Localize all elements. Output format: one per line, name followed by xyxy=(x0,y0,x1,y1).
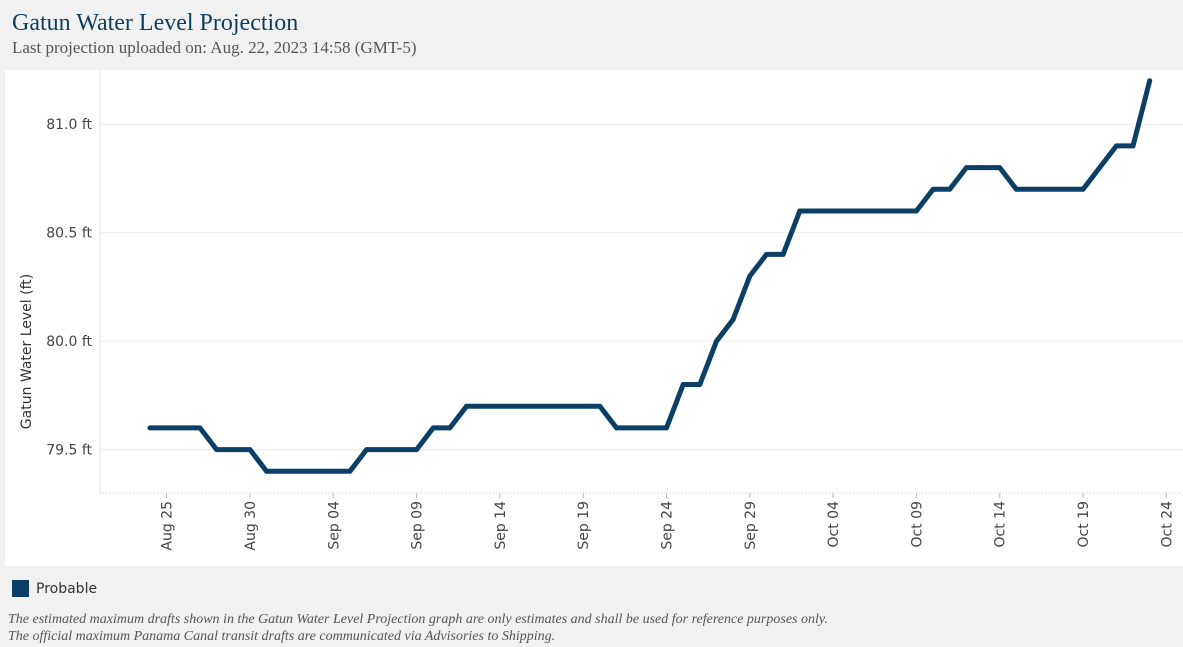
data-point xyxy=(914,208,919,214)
x-tick-label: Oct 19 xyxy=(1076,501,1092,547)
disclaimer: The estimated maximum drafts shown in th… xyxy=(8,611,828,645)
data-point xyxy=(997,165,1003,171)
chart-panel: 79.5 ft 80.0 ft 80.5 ft 81.0 ft Gatun Water … xyxy=(5,70,1183,566)
data-point xyxy=(797,208,803,214)
y-axis-title: Gatun Water Level (ft) xyxy=(19,274,35,429)
data-point xyxy=(197,425,203,431)
data-point xyxy=(430,425,436,431)
data-point xyxy=(730,317,736,322)
last-upload-subtitle: Last projection uploaded on: Aug. 22, 20… xyxy=(12,38,417,57)
water-level-chart: 79.5 ft 80.0 ft 80.5 ft 81.0 ft Gatun Water … xyxy=(19,70,1183,551)
x-tick-label: Oct 24 xyxy=(1159,501,1175,548)
chart-legend[interactable]: Probable xyxy=(12,580,97,597)
legend-label-probable: Probable xyxy=(36,580,98,597)
page-title: Gatun Water Level Projection xyxy=(12,10,299,36)
data-point xyxy=(597,403,603,409)
data-point xyxy=(414,447,419,453)
data-point xyxy=(447,425,453,431)
data-point xyxy=(1147,78,1153,84)
data-point xyxy=(780,251,786,257)
data-point xyxy=(930,186,936,192)
data-point xyxy=(214,447,220,453)
data-point xyxy=(1080,186,1086,192)
data-point xyxy=(980,165,986,171)
data-point xyxy=(764,251,769,257)
data-point xyxy=(347,468,353,474)
chart-header: Gatun Water Level Projection Last projec… xyxy=(12,8,417,58)
x-tick-label: Sep 09 xyxy=(410,501,426,550)
data-point xyxy=(614,425,619,431)
x-tick-label: Sep 24 xyxy=(659,501,675,550)
data-point xyxy=(264,468,270,474)
data-point xyxy=(1113,143,1119,149)
data-point xyxy=(680,382,686,387)
data-point xyxy=(247,447,253,453)
x-tick-label: Sep 14 xyxy=(493,501,509,550)
data-point xyxy=(1130,143,1136,149)
x-tick-label: Oct 14 xyxy=(993,501,1009,548)
x-tick-label: Sep 04 xyxy=(326,501,342,550)
x-tick-label: Sep 19 xyxy=(576,501,592,550)
y-tick-label: 79.5 ft xyxy=(46,443,92,459)
y-tick-label: 80.5 ft xyxy=(46,226,92,242)
data-point xyxy=(964,165,969,171)
data-point xyxy=(1013,186,1019,192)
disclaimer-line-2: The official maximum Panama Canal transi… xyxy=(8,629,556,644)
data-point xyxy=(464,403,469,409)
x-tick-label: Oct 09 xyxy=(909,501,925,547)
data-point xyxy=(664,425,669,431)
data-point xyxy=(947,186,953,192)
y-tick-label: 80.0 ft xyxy=(46,334,92,350)
x-tick-label: Oct 04 xyxy=(826,501,842,548)
data-point xyxy=(697,382,703,387)
data-point xyxy=(147,425,153,431)
x-tick-label: Aug 30 xyxy=(243,501,259,551)
data-point xyxy=(364,447,369,453)
series-line-probable xyxy=(147,78,1153,474)
disclaimer-line-1: The estimated maximum drafts shown in th… xyxy=(8,612,828,627)
data-point xyxy=(747,273,753,279)
data-point xyxy=(714,338,719,344)
x-tick-label: Sep 29 xyxy=(743,501,759,550)
y-tick-label: 81.0 ft xyxy=(46,117,92,133)
x-tick-label: Aug 25 xyxy=(160,501,176,551)
legend-swatch-probable xyxy=(12,580,29,597)
